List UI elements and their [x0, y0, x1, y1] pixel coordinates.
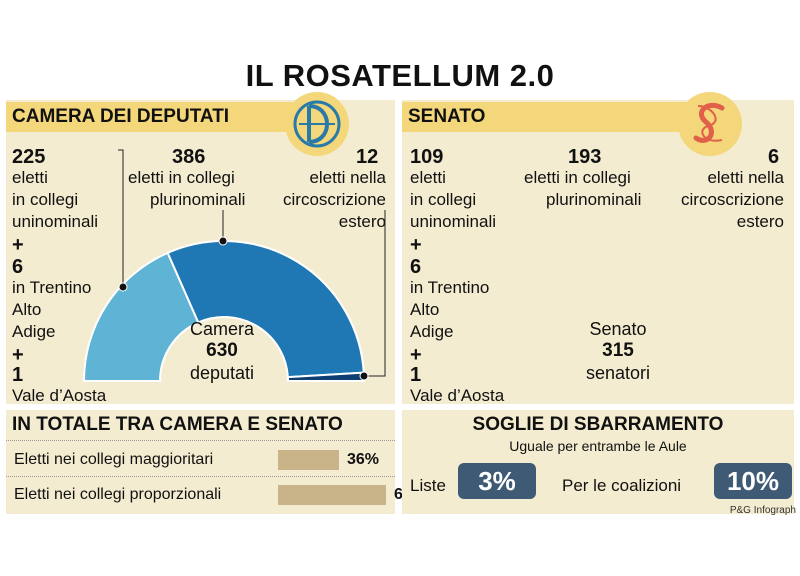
senato-uninominali-number: 109 — [410, 146, 444, 168]
senato-estero-number: 6 — [768, 146, 780, 168]
camera-uninominali-line3: uninominali — [12, 212, 98, 231]
senato-plus-1: + — [410, 234, 422, 256]
camera-plurinominali-line2: plurinominali — [150, 190, 246, 209]
totale-title: IN TOTALE TRA CAMERA E SENATO — [12, 414, 343, 435]
camera-header: CAMERA DEI DEPUTATI — [6, 102, 293, 132]
camera-aosta-label: Vale d’Aosta — [12, 386, 107, 405]
senato-center-label: Senato 315 senatori — [556, 318, 680, 384]
camera-center-name: Camera — [189, 319, 255, 339]
maggioritari-bar — [278, 450, 339, 470]
senato-aosta-number: 1 — [410, 364, 422, 386]
senato-panel — [402, 100, 794, 404]
senato-trentino-number: 6 — [410, 256, 422, 278]
camera-trentino-line3: Adige — [12, 322, 56, 341]
camera-leader-2 — [364, 210, 386, 377]
camera-center-total: 630 — [206, 340, 238, 361]
camera-leader-0 — [118, 149, 124, 287]
camera-aosta-number: 1 — [12, 364, 24, 386]
camera-estero-line1: eletti nella — [309, 168, 386, 187]
credit-label: P&G Infograph — [729, 505, 796, 516]
camera-leader-dot-1 — [218, 236, 228, 246]
liste-label: Liste — [410, 476, 446, 495]
camera-uninominali-line2: in collegi — [12, 190, 79, 209]
camera-logo-icon — [285, 92, 349, 156]
totale-divider-1 — [6, 440, 395, 441]
senato-uninominali-line3: uninominali — [410, 212, 496, 231]
page-title: IL ROSATELLUM 2.0 — [245, 58, 555, 93]
senato-plurinominali-number: 193 — [568, 146, 602, 168]
camera-plurinominali-line1: eletti in collegi — [128, 168, 235, 187]
senato-header: SENATO — [402, 102, 688, 132]
senato-trentino-line1: in Trentino — [410, 278, 490, 297]
coalizioni-threshold-badge: 10% — [714, 463, 792, 499]
soglie-title: SOGLIE DI SBARRAMENTO — [472, 414, 724, 435]
camera-slice-0 — [82, 251, 200, 382]
camera-leader-dot-2 — [359, 371, 369, 381]
camera-uninominali-number: 225 — [12, 146, 46, 168]
camera-header-text: CAMERA DEI DEPUTATI — [12, 106, 230, 127]
camera-trentino-number: 6 — [12, 256, 24, 278]
senato-estero-line1: eletti nella — [707, 168, 784, 187]
senato-estero-line2: circoscrizione — [681, 190, 784, 209]
totale-divider-2 — [6, 476, 395, 477]
maggioritari-pct: 36% — [347, 451, 380, 468]
senato-estero-line3: estero — [736, 212, 784, 231]
camera-leader-dot-0 — [118, 282, 128, 292]
proporzionali-bar — [278, 485, 386, 505]
senato-uninominali-line1: eletti — [410, 168, 446, 187]
senato-uninominali-line2: in collegi — [410, 190, 477, 209]
senato-center-unit: senatori — [585, 363, 651, 383]
senato-plus-2: + — [410, 344, 422, 366]
camera-trentino-line1: in Trentino — [12, 278, 92, 297]
camera-plus-1: + — [12, 234, 24, 256]
senato-center-name: Senato — [589, 319, 647, 339]
camera-plus-2: + — [12, 344, 24, 366]
camera-center-unit: deputati — [189, 363, 255, 383]
senato-header-text: SENATO — [408, 106, 486, 127]
camera-trentino-line2: Alto — [12, 300, 42, 319]
senato-aosta-label: Vale d’Aosta — [410, 386, 505, 405]
soglie-subtitle: Uguale per entrambe le Aule — [509, 438, 687, 454]
senato-plurinominali-line1: eletti in collegi — [524, 168, 631, 187]
camera-uninominali-line1: eletti — [12, 168, 48, 187]
camera-slice-1 — [166, 240, 365, 379]
coalizioni-label: Per le coalizioni — [562, 476, 682, 495]
camera-estero-number: 12 — [356, 146, 379, 168]
senato-trentino-line3: Adige — [410, 322, 454, 341]
camera-plurinominali-number: 386 — [172, 146, 206, 168]
senato-logo-icon — [678, 92, 742, 156]
maggioritari-label: Eletti nei collegi maggioritari — [14, 451, 214, 468]
proporzionali-label: Eletti nei collegi proporzionali — [14, 486, 222, 503]
camera-estero-line3: estero — [338, 212, 386, 231]
senato-plurinominali-line2: plurinominali — [546, 190, 642, 209]
liste-threshold-badge: 3% — [458, 463, 536, 499]
camera-center-label: Camera 630 deputati — [160, 318, 284, 384]
camera-estero-line2: circoscrizione — [283, 190, 386, 209]
senato-trentino-line2: Alto — [410, 300, 440, 319]
senato-center-total: 315 — [602, 340, 634, 361]
